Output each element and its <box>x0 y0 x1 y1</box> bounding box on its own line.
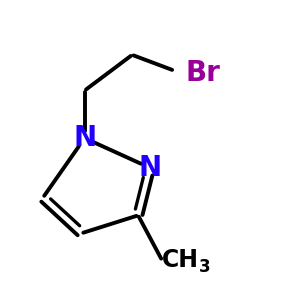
Text: 3: 3 <box>199 258 211 276</box>
Text: N: N <box>73 124 96 152</box>
Text: CH: CH <box>162 248 199 272</box>
Text: Br: Br <box>186 59 220 87</box>
Text: N: N <box>138 154 162 182</box>
